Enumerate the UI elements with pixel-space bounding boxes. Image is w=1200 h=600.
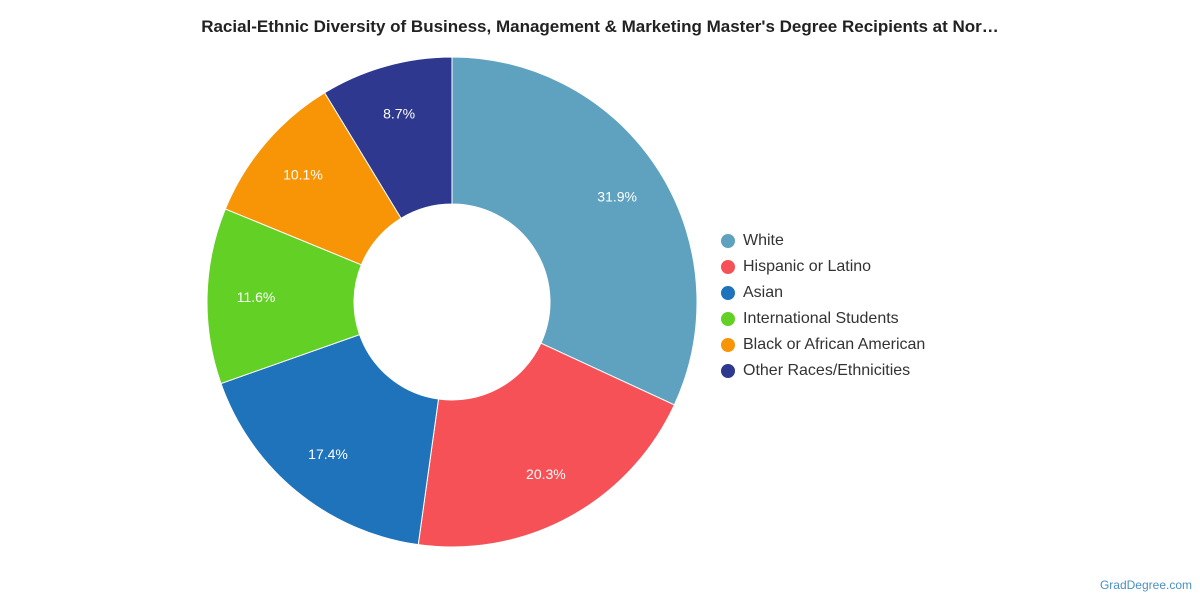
legend-swatch-icon	[721, 312, 735, 326]
slice-label: 8.7%	[383, 105, 415, 121]
slice-other-races-ethnicities[interactable]	[323, 56, 453, 219]
donut-slices	[206, 56, 698, 548]
slice-label: 11.6%	[237, 289, 276, 305]
legend-label: Hispanic or Latino	[743, 258, 872, 275]
legend-swatch-icon	[721, 234, 735, 248]
legend: White Hispanic or Latino Asian Internationa…	[721, 228, 925, 384]
slice-asian[interactable]	[220, 333, 440, 546]
slice-label: 17.4%	[308, 446, 348, 462]
slice-labels: 31.9% 20.3% 17.4% 11.6% 10.1% 8.7%	[237, 105, 637, 482]
slice-international-students[interactable]	[206, 208, 362, 385]
slice-label: 10.1%	[283, 167, 323, 183]
legend-item[interactable]: Other Races/Ethnicities	[721, 358, 925, 384]
slice-label: 20.3%	[526, 466, 566, 482]
legend-label: International Students	[743, 310, 899, 327]
chart-title: Racial-Ethnic Diversity of Business, Man…	[201, 17, 999, 36]
watermark: GradDegree.com	[1099, 578, 1192, 592]
slice-hispanic-or-latino[interactable]	[417, 342, 675, 548]
legend-label: Other Races/Ethnicities	[743, 362, 911, 379]
legend-swatch-icon	[721, 338, 735, 352]
legend-item[interactable]: International Students	[721, 306, 925, 332]
legend-swatch-icon	[721, 286, 735, 300]
legend-label: White	[743, 232, 784, 249]
legend-item[interactable]: Black or African American	[721, 332, 925, 358]
slice-white[interactable]	[451, 56, 698, 406]
legend-label: Asian	[743, 284, 784, 301]
legend-swatch-icon	[721, 260, 735, 274]
legend-swatch-icon	[721, 364, 735, 378]
legend-label: Black or African American	[743, 336, 926, 353]
slice-label: 31.9%	[597, 188, 637, 204]
legend-item[interactable]: Asian	[721, 280, 925, 306]
legend-item[interactable]: Hispanic or Latino	[721, 254, 925, 280]
legend-item[interactable]: White	[721, 228, 925, 254]
